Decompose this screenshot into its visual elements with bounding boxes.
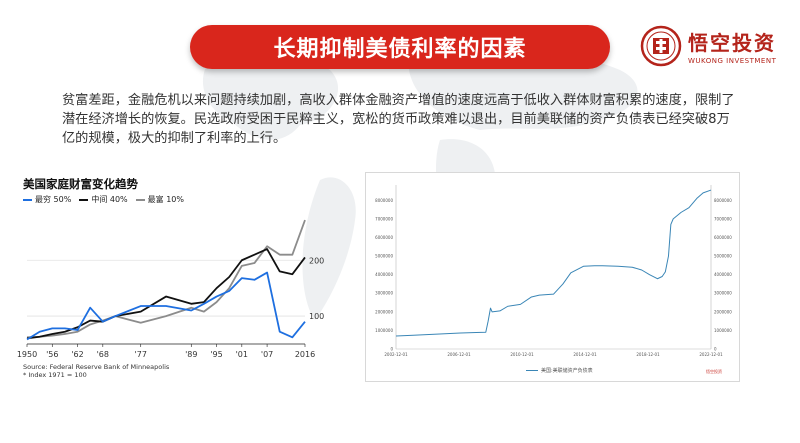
chart2-legend-label: 美国:美联储资产负债表 xyxy=(541,368,593,374)
chart1-source-text: Source: Federal Reserve Bank of Minneapo… xyxy=(23,363,170,371)
chart2-xtick-label: 2002-12-01 xyxy=(384,352,408,357)
chart2-plot: 0 1000000 2000000 3000000 4000000 5000000 6000… xyxy=(375,185,732,357)
chart1-xtick-label: '68 xyxy=(97,350,109,359)
chart1-source: Source: Federal Reserve Bank of Minneapo… xyxy=(23,363,169,379)
chart2-right-tick-label: 0 xyxy=(714,347,717,352)
legend-middle: 中间 40% xyxy=(79,194,128,205)
legend-swatch-richest xyxy=(135,198,145,201)
chart2-right-tick-label: 8000000 xyxy=(714,198,732,203)
body-paragraph: 贫富差距，金融危机以来问题持续加剧，高收入群体金融资产增值的速度远高于低收入群体… xyxy=(62,93,735,146)
chart1-series-middle xyxy=(26,248,306,340)
chart2-left-tick-label: 8000000 xyxy=(375,198,393,203)
chart2-right-tick-label: 5000000 xyxy=(714,254,732,259)
chart2-xtick-label: 2014-12-01 xyxy=(573,352,597,357)
logo-name-en: WUKONG INVESTMENT xyxy=(688,57,777,65)
logo-seal-icon xyxy=(640,25,682,67)
legend-label-middle: 中间 40% xyxy=(91,195,128,204)
chart1-xtick-label: '07 xyxy=(261,350,273,359)
chart2-left-tick-label: 5000000 xyxy=(375,254,393,259)
chart1-xtick-label: '95 xyxy=(210,350,222,359)
chart1-xtick-label: 2016 xyxy=(295,350,315,359)
chart1-series-richest xyxy=(26,219,306,339)
chart1-note-text: * Index 1971 = 100 xyxy=(23,371,87,379)
chart1-xtick-label: 1950 xyxy=(17,350,37,359)
chart1-xtick-label: '77 xyxy=(135,350,147,359)
chart2-right-tick-label: 2000000 xyxy=(714,309,732,314)
chart2-xtick-label: 2006-12-01 xyxy=(447,352,471,357)
chart2-left-tick-label: 4000000 xyxy=(375,272,393,277)
legend-swatch-middle xyxy=(79,198,89,201)
household-wealth-chart: 美国家庭财富变化趋势 最穷 50% 中间 40% 最富 10% 100 200 19… xyxy=(17,172,335,380)
chart2-xtick-label: 2022-12-01 xyxy=(699,352,723,357)
chart2-xtick-label: 2010-12-01 xyxy=(510,352,534,357)
chart1-xtick-label: '89 xyxy=(185,350,197,359)
legend-label-richest: 最富 10% xyxy=(147,195,184,204)
legend-richest: 最富 10% xyxy=(135,194,184,205)
chart2-left-tick-label: 7000000 xyxy=(375,216,393,221)
company-logo: 悟空投资 WUKONG INVESTMENT xyxy=(640,22,790,70)
chart2-left-tick-label: 3000000 xyxy=(375,291,393,296)
chart1-plot: 100 200 1950 '56 '62 '68 '77 '89 '95 '01 '07 2016 xyxy=(17,219,324,359)
chart1-xtick-label: '01 xyxy=(236,350,248,359)
fed-balance-sheet-chart: 0 1000000 2000000 3000000 4000000 5000000 6000… xyxy=(365,172,740,382)
chart2-left-tick-label: 1000000 xyxy=(375,328,393,333)
chart1-xtick-label: '56 xyxy=(46,350,58,359)
legend-poorest: 最穷 50% xyxy=(23,194,71,205)
chart2-left-tick-label: 0 xyxy=(390,347,393,352)
chart2-legend: 美国:美联储资产负债表 xyxy=(526,367,593,374)
chart2-legend-swatch xyxy=(526,370,538,371)
chart2-brand: 悟空投资 xyxy=(706,369,722,374)
chart2-left-tick-label: 2000000 xyxy=(375,309,393,314)
page-title: 长期抑制美债利率的因素 xyxy=(273,37,527,62)
chart1-legend: 最穷 50% 中间 40% 最富 10% xyxy=(23,194,192,205)
chart2-right-tick-label: 4000000 xyxy=(714,272,732,277)
chart2-right-tick-label: 6000000 xyxy=(714,235,732,240)
chart1-series-poorest xyxy=(26,271,306,341)
title-banner: 长期抑制美债利率的因素 xyxy=(190,25,610,69)
chart1-xtick-label: '62 xyxy=(71,350,83,359)
chart2-left-tick-label: 6000000 xyxy=(375,235,393,240)
chart2-right-tick-label: 1000000 xyxy=(714,328,732,333)
chart1-ytick-label: 100 xyxy=(309,312,324,321)
chart2-right-tick-label: 3000000 xyxy=(714,291,732,296)
logo-name-cn: 悟空投资 xyxy=(688,31,776,55)
chart1-ytick-label: 200 xyxy=(309,256,324,265)
legend-swatch-poorest xyxy=(23,198,32,201)
chart2-series-fed-balance-sheet xyxy=(395,189,712,337)
chart2-right-tick-label: 7000000 xyxy=(714,216,732,221)
chart2-xtick-label: 2018-12-01 xyxy=(636,352,660,357)
legend-label-poorest: 最穷 50% xyxy=(35,195,72,204)
chart1-title: 美国家庭财富变化趋势 xyxy=(23,177,138,191)
